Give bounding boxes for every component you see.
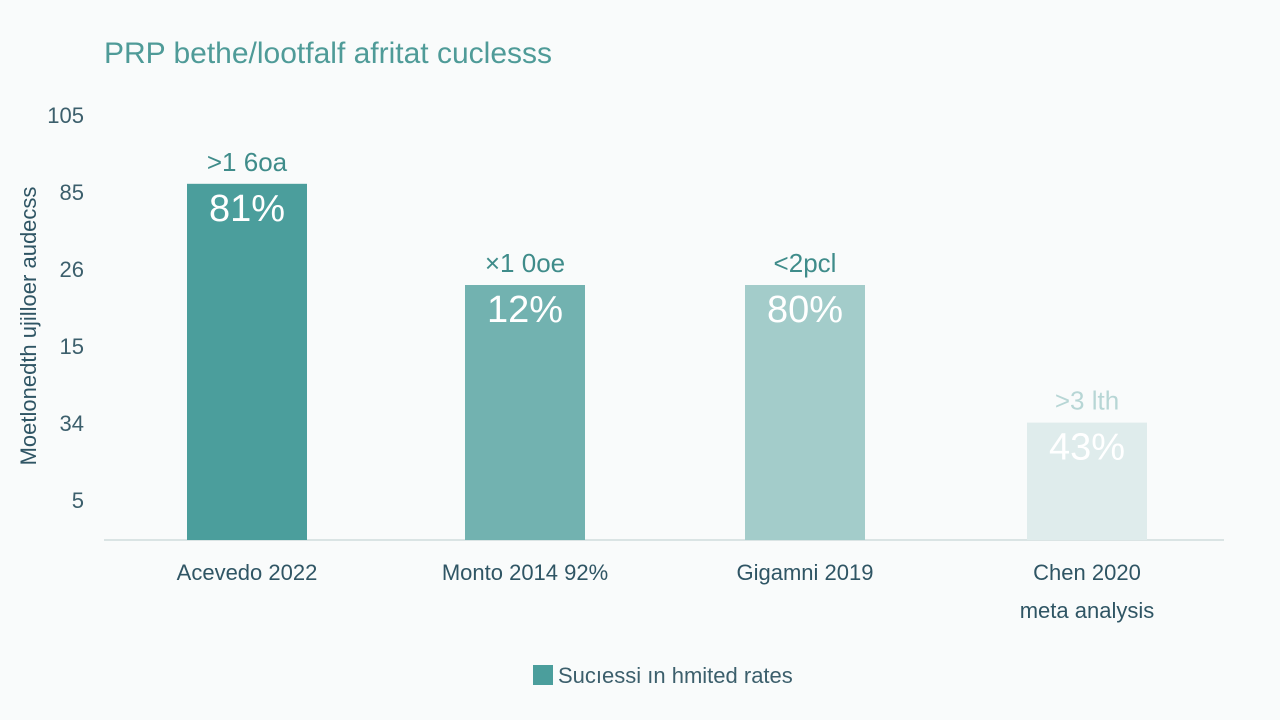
y-axis: 105 85 26 15 34 5: [47, 103, 84, 513]
bar-value-label: 12%: [487, 289, 563, 331]
y-tick-label: 85: [60, 180, 84, 205]
bar: [1027, 422, 1147, 540]
legend-swatch: [533, 665, 553, 685]
y-tick-label: 34: [60, 411, 84, 436]
legend: Sucıessi ın hmited rates: [533, 663, 793, 688]
bar-annotation: <2pcl: [774, 248, 837, 278]
legend-label: Sucıessi ın hmited rates: [558, 663, 793, 688]
bar-annotation: >3 lth: [1055, 386, 1119, 416]
bar-value-label: 80%: [767, 289, 843, 331]
x-tick-label: meta analysis: [1020, 598, 1155, 623]
y-axis-label: Moetlonedth ujilloer audecss: [16, 187, 41, 466]
x-tick-label: Monto 2014 92%: [442, 560, 608, 585]
x-axis: Acevedo 2022 Monto 2014 92% Gigamni 2019 Ch…: [177, 560, 1155, 623]
y-tick-label: 105: [47, 103, 84, 128]
x-tick-label: Gigamni 2019: [737, 560, 874, 585]
bar: [745, 285, 865, 540]
x-tick-label: Acevedo 2022: [177, 560, 318, 585]
x-tick-label: Chen 2020: [1033, 560, 1141, 585]
bar: [187, 183, 307, 541]
bar-value-label: 81%: [209, 188, 285, 230]
bar: [465, 285, 585, 540]
bar-annotation: ×1 0oe: [485, 248, 565, 278]
y-tick-label: 15: [60, 334, 84, 359]
chart-title: PRP bethe/lootfalf afritat cuclesss: [104, 37, 552, 70]
bar-value-label: 43%: [1049, 427, 1125, 469]
y-tick-label: 5: [72, 488, 84, 513]
bar-annotation: >1 6oa: [207, 147, 288, 177]
bars: 81% >1 6oa 12% ×1 0oe 80% <2pcl 43% >3 lth: [187, 147, 1147, 541]
y-tick-label: 26: [60, 257, 84, 282]
